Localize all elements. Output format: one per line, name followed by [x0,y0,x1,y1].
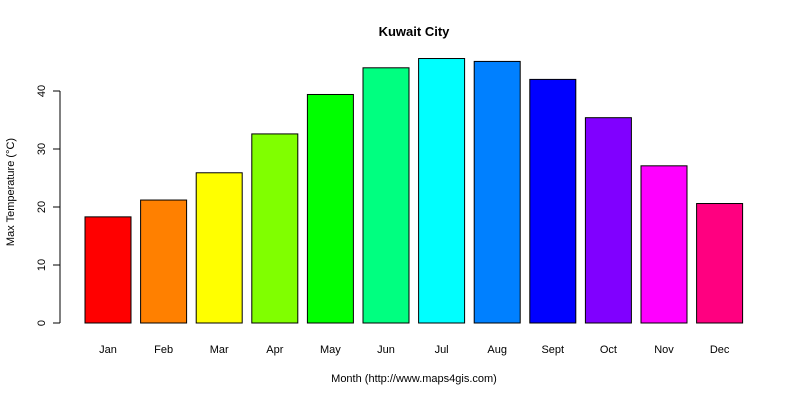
bar-jun [362,67,410,324]
y-tick-label: 0 [36,320,48,326]
bar-mar [195,172,243,324]
bar-sept [529,78,577,324]
x-tick-label: May [320,344,341,356]
x-tick-label: Dec [710,344,730,356]
x-tick-label: Aug [487,344,507,356]
bar-dec [696,203,744,324]
y-tick-label: 20 [36,201,48,213]
y-tick-label: 40 [36,85,48,97]
y-tick-label: 30 [36,143,48,155]
x-tick-label: Apr [266,344,283,356]
x-tick-label: Sept [541,344,564,356]
x-tick-label: Nov [654,344,674,356]
bar-may [306,93,354,324]
x-tick-label: Feb [154,344,173,356]
chart-title: Kuwait City [379,24,451,39]
bar-apr [251,133,299,324]
bar-aug [473,60,521,324]
y-tick-label: 10 [36,259,48,271]
x-tick-label: Jan [99,344,117,356]
bar-feb [140,199,188,324]
x-tick-label: Jul [435,344,449,356]
x-tick-label: Oct [600,344,617,356]
bar-jan [84,216,132,324]
bar-oct [584,117,632,324]
y-axis-label: Max Temperature (°C) [5,138,17,246]
bars-group [84,58,744,324]
x-axis-label: Month (http://www.maps4gis.com) [331,373,497,385]
y-axis: 0 10 20 30 40 [36,85,61,326]
x-tick-labels: Jan Feb Mar Apr May Jun Jul Aug Sept Oct Nov Dec [99,344,730,356]
bar-jul [418,58,466,324]
bar-nov [640,165,688,324]
x-tick-label: Jun [377,344,395,356]
x-tick-label: Mar [210,344,229,356]
